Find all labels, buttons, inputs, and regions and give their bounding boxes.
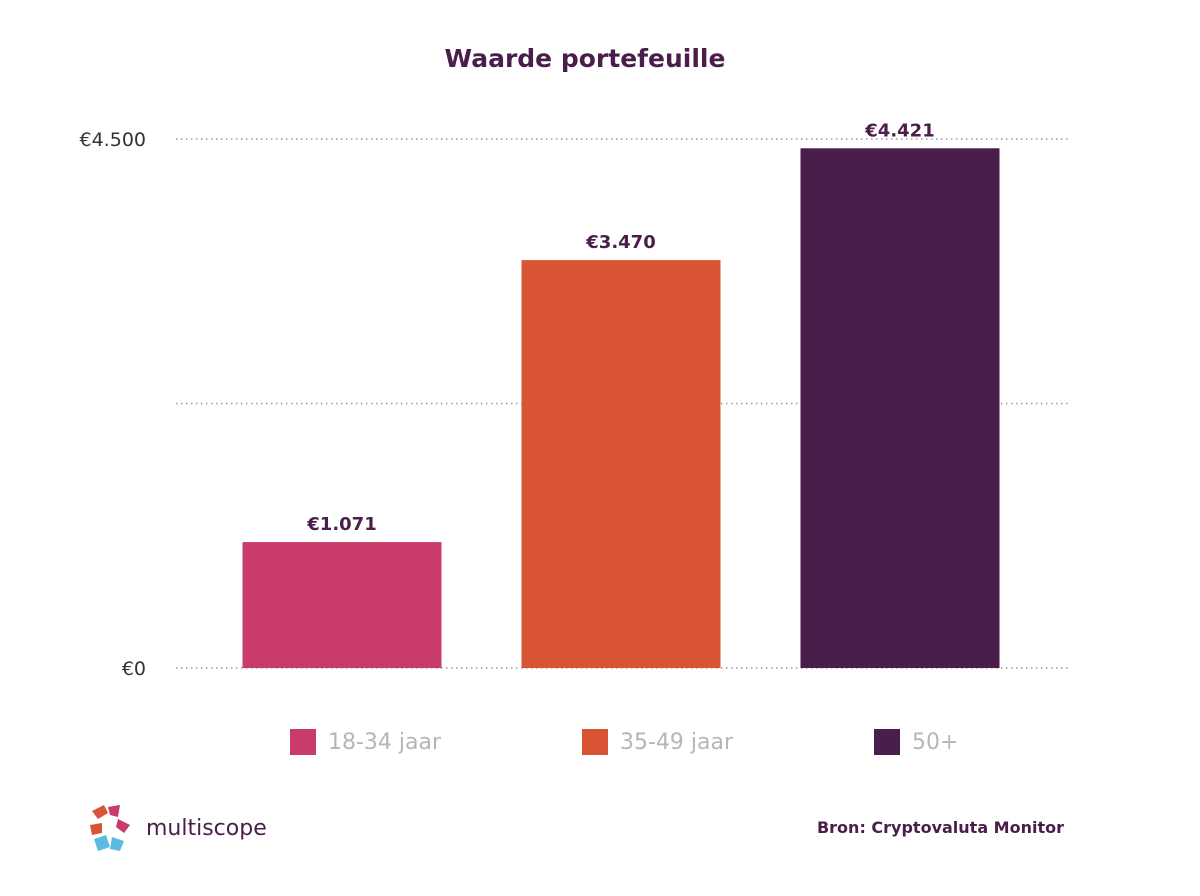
multiscope-logo-icon [90, 805, 130, 851]
source-note: Bron: Cryptovaluta Monitor [816, 818, 1064, 837]
multiscope-logo: multiscope [88, 803, 267, 853]
legend-swatch [290, 729, 316, 755]
logo-name: multiscope [146, 815, 267, 841]
bar-chart: €0 €4.500 €1.071 €3.470 €4.421 [80, 120, 1070, 680]
bar [800, 148, 1000, 669]
legend-label: 35-49 jaar [620, 729, 734, 755]
legend-label: 18-34 jaar [328, 729, 442, 755]
bar [242, 542, 442, 668]
legend-swatch [582, 729, 608, 755]
legend-label: 50+ [912, 729, 959, 755]
chart-title: Waarde portefeuille [444, 44, 726, 73]
legend-item-18-34: 18-34 jaar [290, 727, 441, 757]
legend-swatch [874, 729, 900, 755]
bar-value-label: €1.071 [306, 514, 376, 535]
legend-item-50-plus: 50+ [874, 727, 958, 757]
legend-item-35-49: 35-49 jaar [582, 727, 733, 757]
y-tick-label: €0 [122, 658, 146, 680]
bar-value-label: €4.421 [864, 120, 934, 141]
bar [521, 260, 721, 668]
bar-value-label: €3.470 [585, 232, 655, 253]
y-tick-label: €4.500 [80, 129, 146, 151]
